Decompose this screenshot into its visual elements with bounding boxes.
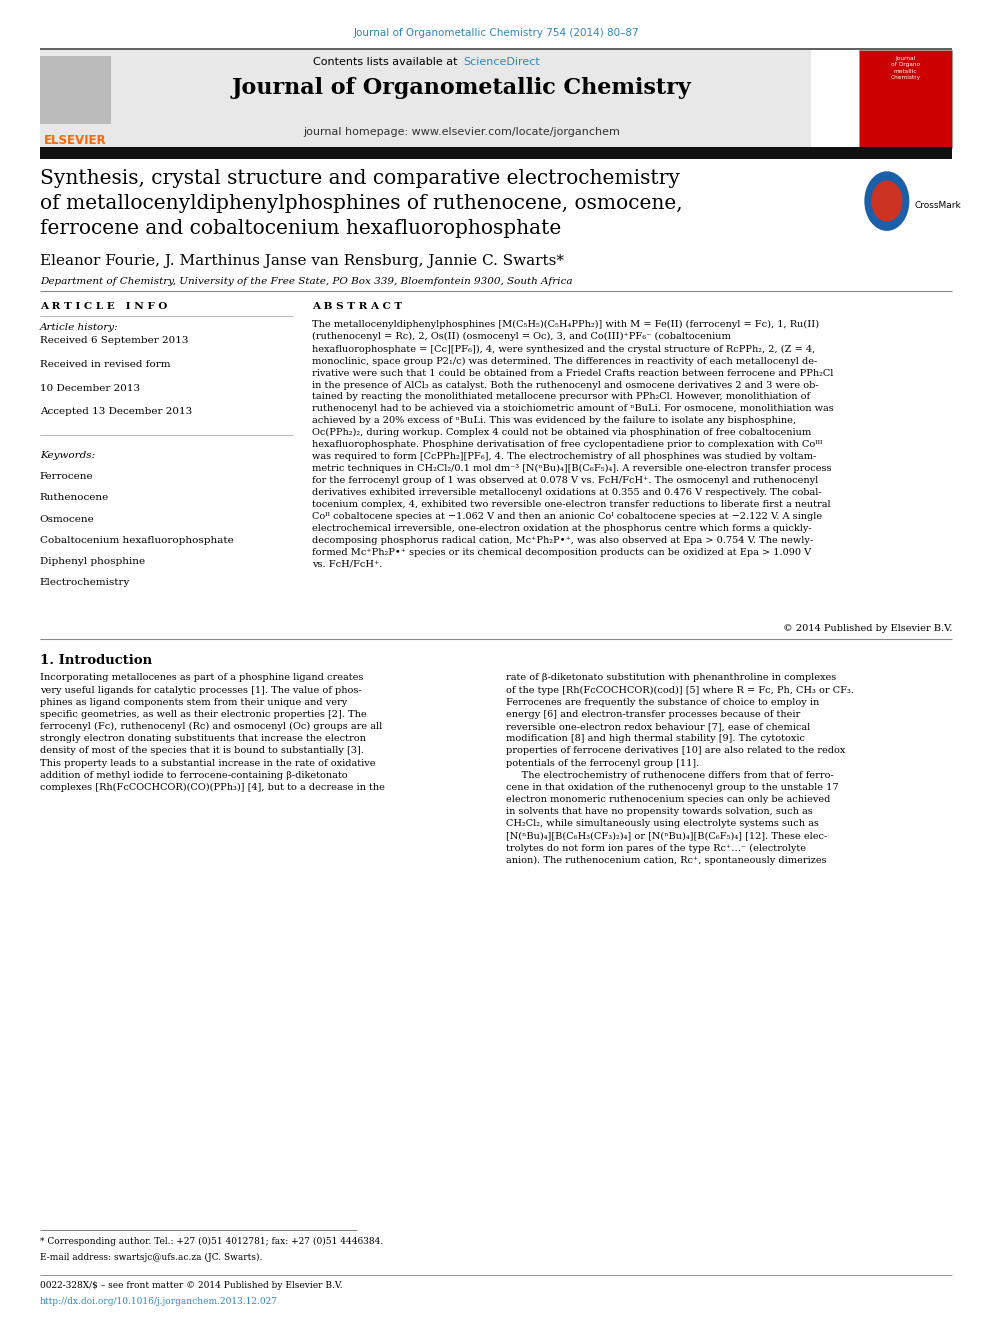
Text: http://dx.doi.org/10.1016/j.jorganchem.2013.12.027: http://dx.doi.org/10.1016/j.jorganchem.2… [40, 1297, 278, 1306]
Text: Received 6 September 2013: Received 6 September 2013 [40, 336, 188, 345]
Text: Journal
of Organo
metallic
Chemistry: Journal of Organo metallic Chemistry [891, 56, 921, 81]
Text: 1. Introduction: 1. Introduction [40, 654, 152, 667]
Text: Eleanor Fourie, J. Marthinus Janse van Rensburg, Jannie C. Swarts*: Eleanor Fourie, J. Marthinus Janse van R… [40, 254, 563, 269]
Text: Contents lists available at: Contents lists available at [313, 57, 461, 67]
Text: Synthesis, crystal structure and comparative electrochemistry
of metallocenyldip: Synthesis, crystal structure and compara… [40, 169, 682, 238]
FancyBboxPatch shape [859, 50, 952, 148]
Text: Received in revised form: Received in revised form [40, 360, 171, 369]
FancyBboxPatch shape [40, 50, 810, 148]
Text: Diphenyl phosphine: Diphenyl phosphine [40, 557, 145, 566]
Text: 10 December 2013: 10 December 2013 [40, 384, 140, 393]
Text: Accepted 13 December 2013: Accepted 13 December 2013 [40, 407, 191, 417]
Text: Ruthenocene: Ruthenocene [40, 493, 109, 503]
Text: rate of β-diketonato substitution with phenanthroline in complexes
of the type [: rate of β-diketonato substitution with p… [506, 673, 854, 865]
Text: Journal of Organometallic Chemistry: Journal of Organometallic Chemistry [231, 77, 691, 99]
Text: Osmocene: Osmocene [40, 515, 94, 524]
Text: journal homepage: www.elsevier.com/locate/jorganchem: journal homepage: www.elsevier.com/locat… [303, 127, 620, 138]
Circle shape [865, 172, 909, 230]
Text: ELSEVIER: ELSEVIER [44, 134, 107, 147]
Text: Cobaltocenium hexafluorophosphate: Cobaltocenium hexafluorophosphate [40, 536, 233, 545]
Text: Incorporating metallocenes as part of a phosphine ligand creates
very useful lig: Incorporating metallocenes as part of a … [40, 673, 385, 792]
Circle shape [872, 181, 902, 221]
Text: Article history:: Article history: [40, 323, 118, 332]
Text: CrossMark: CrossMark [915, 201, 961, 209]
Text: ScienceDirect: ScienceDirect [463, 57, 540, 67]
Text: Department of Chemistry, University of the Free State, PO Box 339, Bloemfontein : Department of Chemistry, University of t… [40, 277, 572, 286]
Text: A R T I C L E   I N F O: A R T I C L E I N F O [40, 302, 167, 311]
Text: * Corresponding author. Tel.: +27 (0)51 4012781; fax: +27 (0)51 4446384.: * Corresponding author. Tel.: +27 (0)51 … [40, 1237, 383, 1246]
Text: Electrochemistry: Electrochemistry [40, 578, 130, 587]
Text: The metallocenyldiphenylphosphines [M(C₅H₅)(C₅H₄PPh₂)] with M = Fe(II) (ferrocen: The metallocenyldiphenylphosphines [M(C₅… [312, 320, 834, 569]
Text: Keywords:: Keywords: [40, 451, 95, 460]
Text: 0022-328X/$ – see front matter © 2014 Published by Elsevier B.V.: 0022-328X/$ – see front matter © 2014 Pu… [40, 1281, 342, 1290]
Text: E-mail address: swartsjc@ufs.ac.za (JC. Swarts).: E-mail address: swartsjc@ufs.ac.za (JC. … [40, 1253, 262, 1262]
FancyBboxPatch shape [40, 56, 111, 124]
Text: Journal of Organometallic Chemistry 754 (2014) 80–87: Journal of Organometallic Chemistry 754 … [353, 28, 639, 38]
FancyBboxPatch shape [40, 147, 952, 159]
Text: Ferrocene: Ferrocene [40, 472, 93, 482]
Text: © 2014 Published by Elsevier B.V.: © 2014 Published by Elsevier B.V. [783, 624, 952, 634]
Text: A B S T R A C T: A B S T R A C T [312, 302, 403, 311]
